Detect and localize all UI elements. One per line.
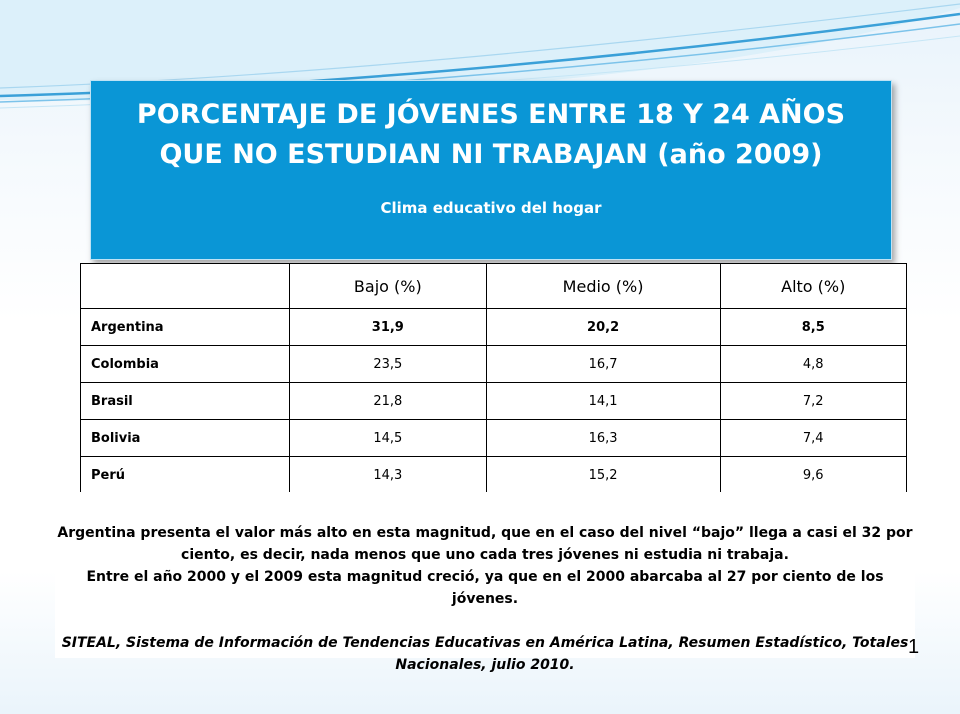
commentary-paragraph-2: Entre el año 2000 y el 2009 esta magnitu… xyxy=(86,569,884,607)
alto-cell: 7,4 xyxy=(719,419,908,457)
bajo-cell: 21,8 xyxy=(289,382,487,420)
table-row: Bolivia 14,5 16,3 7,4 xyxy=(80,419,908,457)
header-medio: Medio (%) xyxy=(485,263,721,309)
alto-cell: 8,5 xyxy=(719,308,908,346)
country-cell: Argentina xyxy=(80,308,290,346)
country-cell: Colombia xyxy=(80,345,290,383)
alto-cell: 4,8 xyxy=(719,345,908,383)
table-row: Perú 14,3 15,2 9,6 xyxy=(80,456,908,494)
table-row: Argentina 31,9 20,2 8,5 xyxy=(80,308,908,346)
bajo-cell: 23,5 xyxy=(289,345,487,383)
page-number: 1 xyxy=(908,636,920,658)
bajo-cell: 31,9 xyxy=(289,308,487,346)
medio-cell: 16,7 xyxy=(485,345,721,383)
commentary-paragraph-1: Argentina presenta el valor más alto en … xyxy=(57,525,913,563)
header-bajo: Bajo (%) xyxy=(289,263,487,309)
table-row: Brasil 21,8 14,1 7,2 xyxy=(80,382,908,420)
country-cell: Perú xyxy=(80,456,290,494)
bajo-cell: 14,3 xyxy=(289,456,487,494)
header-alto: Alto (%) xyxy=(719,263,908,309)
alto-cell: 7,2 xyxy=(719,382,908,420)
slide-subtitle: Clima educativo del hogar xyxy=(380,199,602,217)
medio-cell: 14,1 xyxy=(485,382,721,420)
commentary-box: Argentina presenta el valor más alto en … xyxy=(55,492,915,673)
table-header-row: Bajo (%) Medio (%) Alto (%) xyxy=(80,263,908,309)
country-cell: Brasil xyxy=(80,382,290,420)
medio-cell: 16,3 xyxy=(485,419,721,457)
medio-cell: 15,2 xyxy=(485,456,721,494)
table-row: Colombia 23,5 16,7 4,8 xyxy=(80,345,908,383)
title-box: PORCENTAJE DE JÓVENES ENTRE 18 Y 24 AÑOS… xyxy=(90,80,892,260)
bajo-cell: 14,5 xyxy=(289,419,487,457)
slide-title-line-1: PORCENTAJE DE JÓVENES ENTRE 18 Y 24 AÑOS xyxy=(136,99,846,130)
source-citation: SITEAL, Sistema de Información de Tenden… xyxy=(61,635,909,673)
country-cell: Bolivia xyxy=(80,419,290,457)
slide-title-line-2: QUE NO ESTUDIAN NI TRABAJAN (año 2009) xyxy=(159,139,823,170)
data-table: Bajo (%) Medio (%) Alto (%) Argentina 31… xyxy=(80,263,908,494)
header-corner xyxy=(80,263,290,309)
medio-cell: 20,2 xyxy=(485,308,721,346)
alto-cell: 9,6 xyxy=(719,456,908,494)
